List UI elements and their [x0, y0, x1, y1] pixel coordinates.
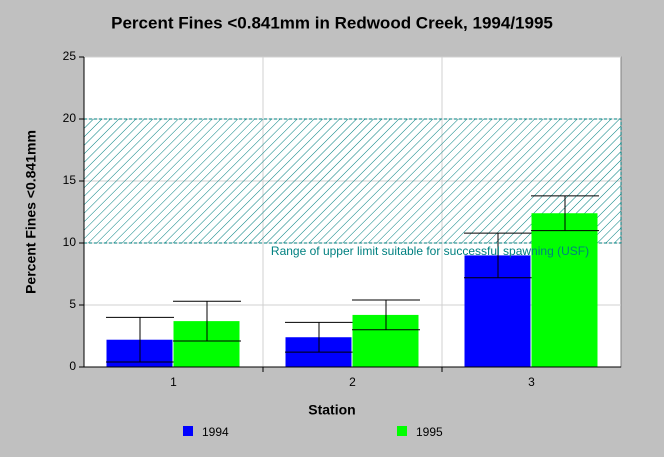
x-tick-label: 2	[349, 375, 356, 389]
y-tick-label: 25	[63, 49, 77, 63]
legend-swatch	[183, 426, 193, 436]
legend-swatch	[397, 426, 407, 436]
x-axis-label: Station	[308, 402, 355, 418]
y-tick-label: 15	[63, 173, 77, 187]
chart-title: Percent Fines <0.841mm in Redwood Creek,…	[111, 13, 553, 32]
x-tick-label: 1	[170, 375, 177, 389]
legend-label: 1995	[416, 425, 443, 439]
y-axis-label: Percent Fines <0.841mm	[23, 130, 39, 294]
x-tick-label: 3	[528, 375, 535, 389]
y-tick-label: 20	[63, 111, 77, 125]
bar	[531, 213, 598, 367]
y-tick-label: 5	[69, 297, 76, 311]
y-tick-label: 10	[63, 235, 77, 249]
band-label: Range of upper limit suitable for succes…	[271, 244, 589, 258]
y-tick-label: 0	[69, 359, 76, 373]
legend-label: 1994	[202, 425, 229, 439]
